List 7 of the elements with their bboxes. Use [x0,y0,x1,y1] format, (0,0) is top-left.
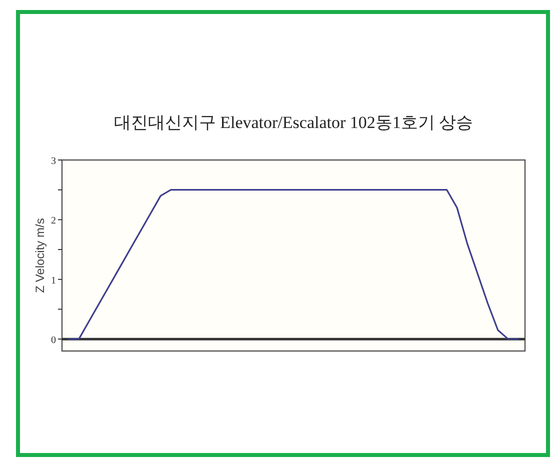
y-tick-label: 2 [51,216,56,227]
y-tick-label: 0 [51,335,56,346]
line-series [68,189,520,340]
y-tick-label: 3 [51,156,56,167]
chart-title: 대진대신지구 Elevator/Escalator 102동1호기 상승 [114,113,474,132]
y-tick-label: 1 [51,275,56,286]
y-axis-title: Z Velocity m/s [33,218,47,293]
